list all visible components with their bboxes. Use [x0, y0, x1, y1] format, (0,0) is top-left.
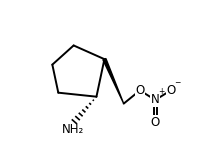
Polygon shape: [103, 59, 124, 104]
Text: O: O: [166, 84, 175, 97]
Text: N: N: [151, 93, 160, 106]
Text: −: −: [174, 78, 180, 87]
Text: +: +: [158, 87, 165, 96]
Text: O: O: [135, 84, 145, 97]
Text: NH₂: NH₂: [62, 123, 84, 136]
Text: O: O: [151, 116, 160, 128]
